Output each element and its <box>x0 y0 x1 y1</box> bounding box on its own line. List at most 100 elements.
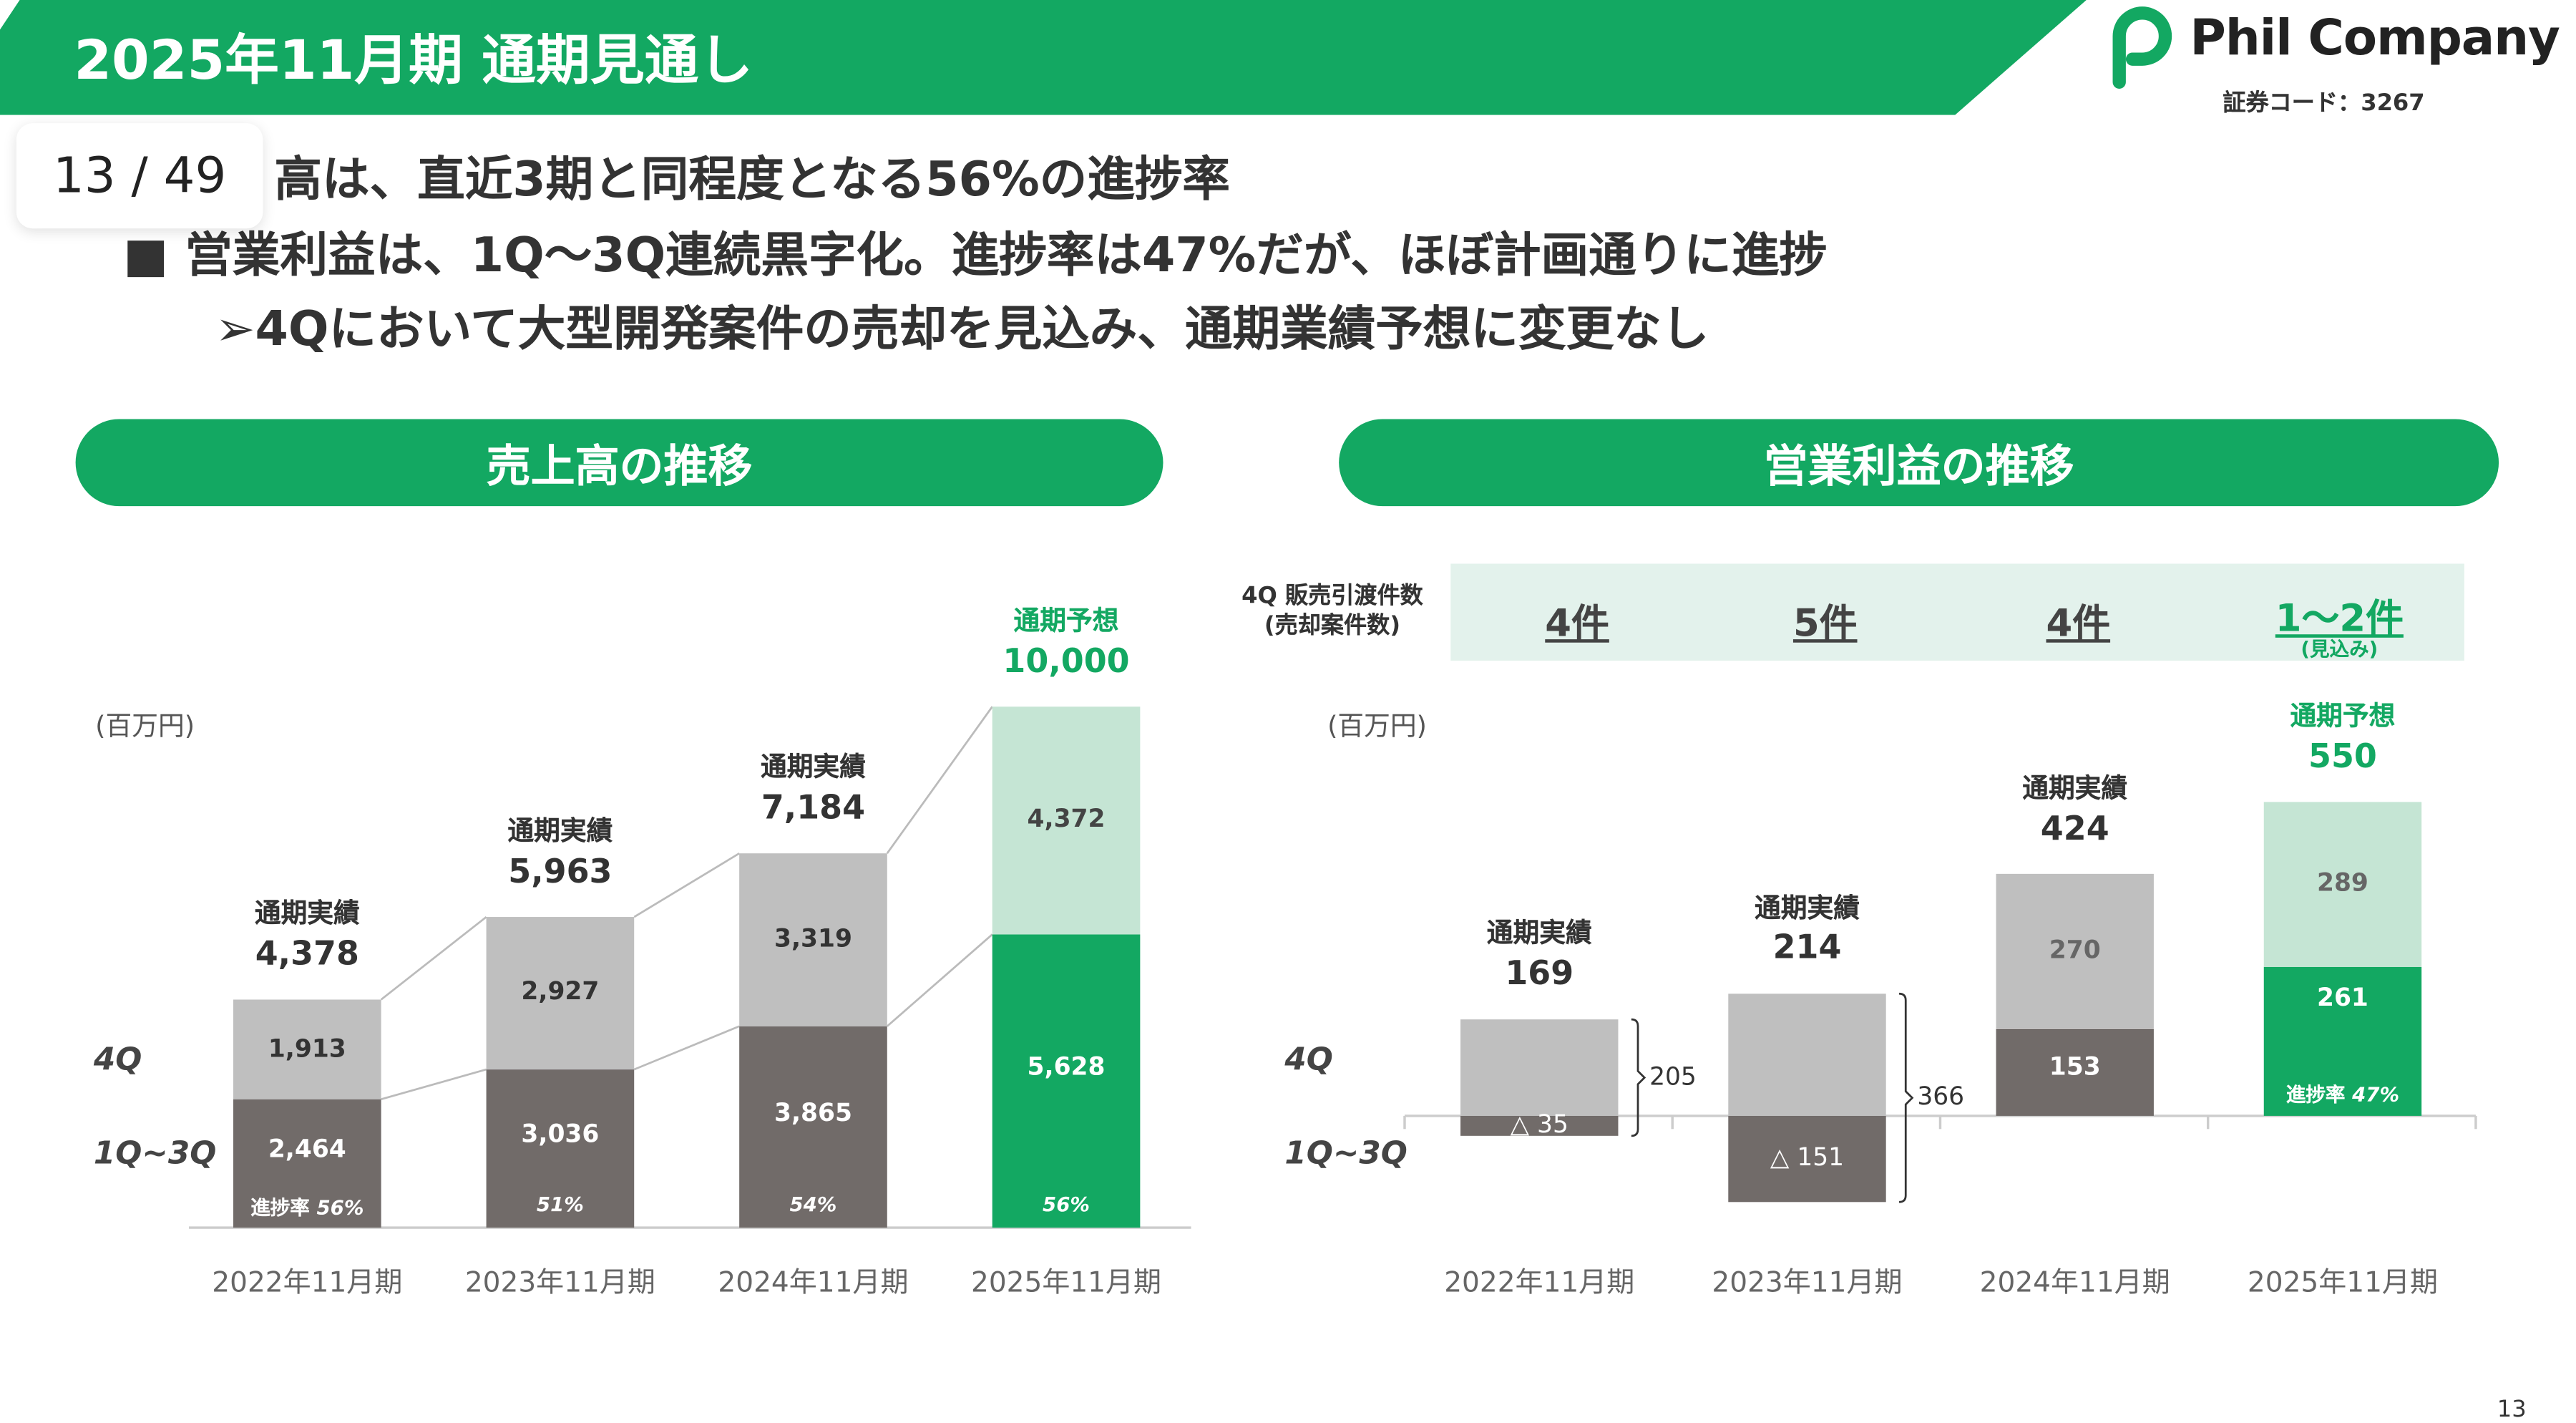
total-value: 10,000 <box>1002 640 1130 681</box>
connector-total <box>633 853 740 918</box>
row-label-1q-3q: 1Q~3Q <box>93 1135 217 1172</box>
value-1q-3q: 3,865 <box>774 1097 852 1127</box>
connector-total <box>380 916 487 1001</box>
x-tick-label: 2025年11月期 <box>2247 1267 2439 1301</box>
progress-rate: 進捗率 56% <box>225 1193 390 1221</box>
progress-rate: 51% <box>478 1193 643 1216</box>
deliveries-2022: 4件 <box>1545 603 1609 646</box>
total-label: 通期実績 4,378 <box>192 898 422 974</box>
value-4q: 1,913 <box>268 1033 346 1063</box>
x-tick-label: 2023年11月期 <box>464 1267 655 1301</box>
bar-1q-3q <box>486 1069 635 1228</box>
connector-1q-3q <box>633 1025 740 1071</box>
bar-1q-3q <box>1996 1028 2154 1116</box>
total-value: 550 <box>2308 736 2377 776</box>
progress-rate: 進捗率 47% <box>2260 1079 2425 1107</box>
header-bar <box>0 0 2087 115</box>
header-notch <box>0 0 20 30</box>
deliveries-band <box>1450 563 2464 661</box>
x-tick-label: 2023年11月期 <box>1712 1267 1903 1301</box>
total-label: 通期予想 10,000 <box>951 605 1181 681</box>
bullet-operating-profit: ■ 営業利益は、1Q～3Q連続黒字化。進捗率は47%だが、ほぼ計画通りに進捗 <box>123 226 1828 283</box>
progress-caption: 進捗率 <box>250 1196 310 1220</box>
connector-1q-3q <box>381 1068 487 1101</box>
total-value: 169 <box>1505 953 1574 993</box>
unit-label: (百万円) <box>95 709 195 742</box>
row-label-4q: 4Q <box>93 1041 142 1079</box>
value-4q: 3,319 <box>774 923 852 953</box>
value-1q-3q: 2,464 <box>268 1134 346 1164</box>
value-1q-3q: 261 <box>2317 982 2368 1012</box>
connector-total <box>886 706 993 854</box>
bar-1q-3q <box>992 934 1141 1228</box>
total-value: 4,378 <box>255 933 359 973</box>
row-label-4q: 4Q <box>1284 1041 1333 1079</box>
progress-value: 56% <box>316 1196 364 1220</box>
bar-1q-3q <box>739 1026 887 1228</box>
total-caption: 通期実績 <box>1486 917 1592 949</box>
bar-1q-3q <box>1728 1115 1886 1203</box>
deliveries-2025: 1～2件 <box>2275 598 2404 641</box>
bullet-sub-note: ➢4Qにおいて大型開発案件の売却を見込み、通期業績予想に変更なし <box>215 301 1709 357</box>
value-4q: 289 <box>2317 868 2368 898</box>
progress-value: 47% <box>2352 1082 2400 1107</box>
page-number: 13 <box>2497 1397 2527 1423</box>
op-section-title: 営業利益の推移 <box>1339 419 2499 507</box>
x-tick-label: 2022年11月期 <box>212 1267 403 1301</box>
value-1q-3q: 5,628 <box>1027 1051 1106 1082</box>
total-caption: 通期実績 <box>2022 772 2128 804</box>
value-4q: 270 <box>2049 934 2101 964</box>
total-caption: 通期実績 <box>1754 891 1860 923</box>
connector-1q-3q <box>886 933 993 1027</box>
value-1q-3q: 153 <box>2049 1052 2101 1082</box>
bar-4q <box>1996 873 2154 1029</box>
x-tick-label: 2024年11月期 <box>1979 1267 2170 1301</box>
bar-4q <box>1728 994 1886 1116</box>
progress-value: 54% <box>789 1193 837 1216</box>
total-label: 通期実績 7,184 <box>698 752 928 828</box>
deliveries-2023: 5件 <box>1792 603 1858 646</box>
total-caption: 通期実績 <box>254 898 360 929</box>
total-caption: 通期予想 <box>2290 700 2396 732</box>
x-tick-label: 2022年11月期 <box>1444 1267 1635 1301</box>
phil-logo-icon <box>2112 6 2172 89</box>
value-4q: 4,372 <box>1027 804 1106 834</box>
deliveries-note: (見込み) <box>2301 637 2379 661</box>
total-label: 通期実績 169 <box>1425 918 1654 994</box>
progress-rate: 56% <box>984 1193 1148 1216</box>
bracket <box>1898 992 1914 1203</box>
progress-rate: 54% <box>731 1193 896 1216</box>
total-label: 通期実績 424 <box>1960 772 2190 848</box>
logo-name: Phil Company <box>2190 9 2560 68</box>
bar-4q <box>233 999 381 1099</box>
bar-4q <box>486 917 635 1070</box>
value-1q-3q: 3,036 <box>521 1119 600 1149</box>
progress-value: 56% <box>1043 1193 1091 1216</box>
total-label: 通期予想 550 <box>2228 700 2457 777</box>
deliveries-label: 4Q 販売引渡件数 (売却案件数) <box>1216 582 1449 642</box>
sales-section-title: 売上高の推移 <box>75 419 1163 507</box>
unit-label: (百万円) <box>1327 709 1427 742</box>
total-value: 424 <box>2040 807 2109 848</box>
bar-1q-3q <box>233 1099 381 1228</box>
deliveries-label-1: 4Q 販売引渡件数 <box>1241 583 1423 610</box>
total-caption: 通期予想 <box>1013 604 1119 636</box>
total-label: 通期実績 5,963 <box>445 815 675 892</box>
value-4q: 2,927 <box>521 976 600 1006</box>
progress-caption: 進捗率 <box>2285 1082 2346 1107</box>
value-1q-3q: △ 151 <box>1770 1142 1845 1172</box>
bar-4q <box>2263 802 2422 967</box>
value-4q: 205 <box>1649 1061 1697 1091</box>
total-caption: 通期実績 <box>507 815 613 847</box>
value-4q: 366 <box>1917 1081 1965 1112</box>
total-value: 214 <box>1772 927 1842 968</box>
bar-1q-3q <box>1460 1115 1619 1136</box>
total-value: 7,184 <box>761 787 866 827</box>
page-indicator[interactable]: 13 / 49 <box>16 123 263 229</box>
total-caption: 通期実績 <box>760 751 866 783</box>
stock-code: 証券コード：3267 <box>2223 90 2425 117</box>
value-1q-3q: △ 35 <box>1510 1109 1568 1140</box>
total-label: 通期実績 214 <box>1692 892 1922 968</box>
